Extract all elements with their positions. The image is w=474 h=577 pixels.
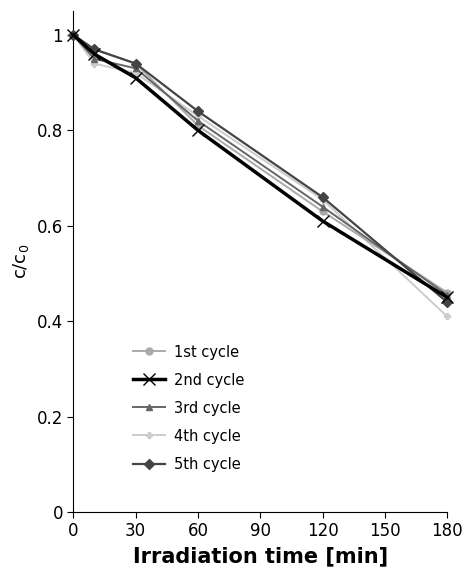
2nd cycle	[444, 294, 450, 301]
5th cycle	[71, 32, 76, 39]
Legend: 1st cycle, 2nd cycle, 3rd cycle, 4th cycle, 5th cycle: 1st cycle, 2nd cycle, 3rd cycle, 4th cyc…	[126, 338, 251, 479]
4th cycle	[91, 60, 97, 67]
1st cycle	[319, 208, 325, 215]
3rd cycle	[444, 291, 450, 298]
4th cycle	[71, 32, 76, 39]
Line: 3rd cycle: 3rd cycle	[70, 32, 451, 298]
4th cycle	[195, 113, 201, 119]
2nd cycle	[91, 51, 97, 58]
3rd cycle	[195, 117, 201, 124]
5th cycle	[133, 60, 138, 67]
5th cycle	[91, 46, 97, 53]
3rd cycle	[319, 203, 325, 210]
1st cycle	[444, 289, 450, 296]
5th cycle	[444, 298, 450, 305]
1st cycle	[91, 46, 97, 53]
5th cycle	[195, 108, 201, 115]
Line: 5th cycle: 5th cycle	[70, 32, 451, 306]
2nd cycle	[319, 218, 325, 224]
2nd cycle	[71, 32, 76, 39]
3rd cycle	[91, 55, 97, 62]
4th cycle	[319, 196, 325, 203]
1st cycle	[195, 122, 201, 129]
2nd cycle	[133, 74, 138, 81]
1st cycle	[71, 32, 76, 39]
3rd cycle	[71, 32, 76, 39]
Line: 2nd cycle: 2nd cycle	[68, 29, 453, 303]
3rd cycle	[133, 65, 138, 72]
5th cycle	[319, 194, 325, 201]
X-axis label: Irradiation time [min]: Irradiation time [min]	[133, 546, 388, 566]
4th cycle	[133, 70, 138, 77]
1st cycle	[133, 60, 138, 67]
2nd cycle	[195, 127, 201, 134]
4th cycle	[444, 313, 450, 320]
Y-axis label: c/c$_0$: c/c$_0$	[11, 244, 31, 279]
Line: 1st cycle: 1st cycle	[70, 32, 451, 296]
Line: 4th cycle: 4th cycle	[70, 32, 451, 320]
